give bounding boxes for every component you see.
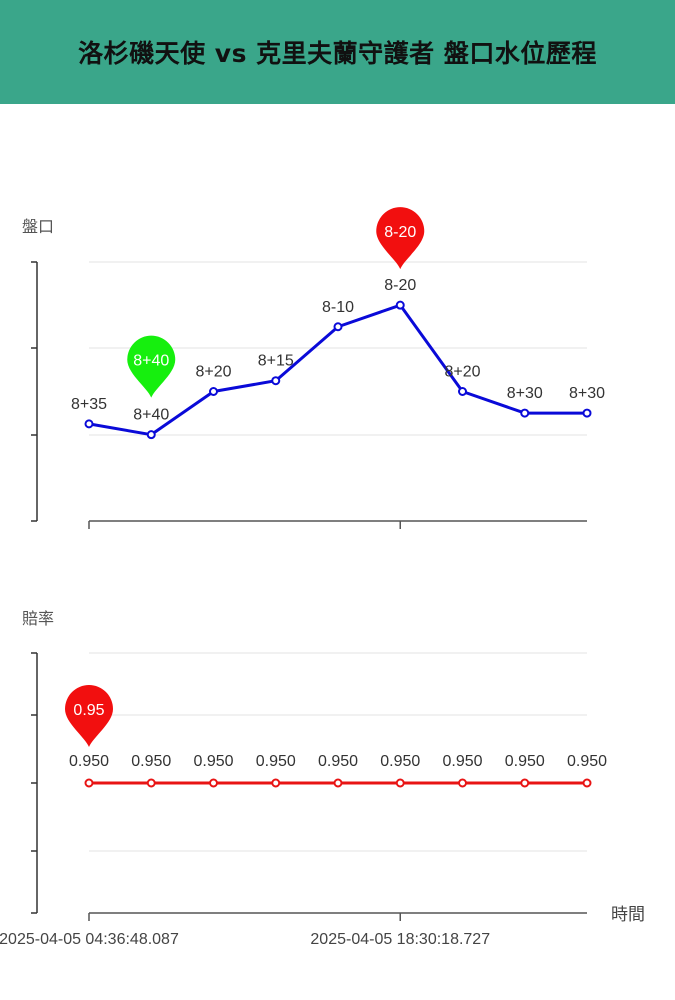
handicap-data-label: 8+30 <box>507 385 543 402</box>
odds-point <box>520 778 530 788</box>
odds-point <box>84 778 94 788</box>
odds-point <box>395 778 405 788</box>
odds-point <box>458 778 467 788</box>
odds-series: 0.950 0.950 0.950 0.950 0.950 0.950 0.950 0.950… <box>69 753 607 788</box>
handicap-series: 8+35 8+40 8+20 8+15 8-10 8-20 8+20 8+30 8+30 <box>71 277 605 440</box>
handicap-point <box>271 376 281 386</box>
handicap-data-label: 8+15 <box>258 353 294 370</box>
page-header: 洛杉磯天使 vs 克里夫蘭守護者 盤口水位歷程 <box>0 0 675 104</box>
handicap-point <box>146 430 156 440</box>
handicap-markers: 8-20 8+40 <box>127 207 425 398</box>
handicap-data-label: 8+30 <box>569 385 605 402</box>
odds-data-label: 0.950 <box>442 753 482 770</box>
odds-markers: 0.95 <box>65 685 113 747</box>
odds-data-label: 0.950 <box>505 753 545 770</box>
handicap-data-label: 8+20 <box>444 364 480 381</box>
odds-point <box>271 778 281 788</box>
x-tick-label: 2025-04-05 18:30:18.727 <box>310 931 490 948</box>
odds-data-label: 0.950 <box>131 753 171 770</box>
handicap-axis-label: 盤口 <box>22 218 54 236</box>
handicap-data-label: 8+20 <box>195 364 231 381</box>
odds-data-label: 0.950 <box>380 753 420 770</box>
handicap-point <box>395 300 405 310</box>
odds-marker-pin <box>65 685 113 747</box>
min-marker-pin <box>127 335 176 398</box>
handicap-data-label: 8+35 <box>71 396 107 413</box>
odds-axes <box>31 652 587 921</box>
odds-x-tick-labels: 2025-04-05 04:36:48.087 2025-04-05 18:30:… <box>0 931 490 948</box>
time-axis-label: 時間 <box>611 905 645 924</box>
handicap-axes <box>31 261 587 529</box>
odds-data-label: 0.950 <box>318 753 358 770</box>
odds-point <box>146 778 156 788</box>
handicap-point <box>520 408 530 418</box>
odds-data-label: 0.950 <box>69 753 109 770</box>
odds-point <box>333 778 343 788</box>
odds-axis-label: 賠率 <box>22 610 54 628</box>
min-marker-label: 8+40 <box>133 353 169 370</box>
odds-data-label: 0.950 <box>567 753 607 770</box>
odds-gridlines <box>89 652 587 852</box>
handicap-point <box>458 387 467 396</box>
handicap-data-label: 8-20 <box>384 277 416 294</box>
handicap-point <box>333 322 343 332</box>
handicap-data-label: 8-10 <box>322 299 354 316</box>
handicap-data-label: 8+40 <box>133 407 169 424</box>
odds-point <box>209 778 218 788</box>
odds-point <box>582 778 592 788</box>
odds-marker-label: 0.95 <box>73 702 104 719</box>
odds-data-label: 0.950 <box>193 753 233 770</box>
page-title: 洛杉磯天使 vs 克里夫蘭守護者 盤口水位歷程 <box>78 39 597 68</box>
handicap-chart: 盤口 8+358+408+208+158-108-208+208+30 8+30 … <box>22 207 605 529</box>
handicap-point <box>582 408 592 418</box>
handicap-point <box>84 419 94 429</box>
max-marker-pin <box>376 207 425 270</box>
odds-data-label: 0.950 <box>256 753 296 770</box>
max-marker-label: 8-20 <box>384 224 416 241</box>
handicap-point <box>209 387 218 396</box>
x-tick-label: 2025-04-05 04:36:48.087 <box>0 931 179 948</box>
odds-chart: 賠率 時間 0.950 0.950 0.950 0.950 0.950 0.950 0.95… <box>0 610 645 948</box>
